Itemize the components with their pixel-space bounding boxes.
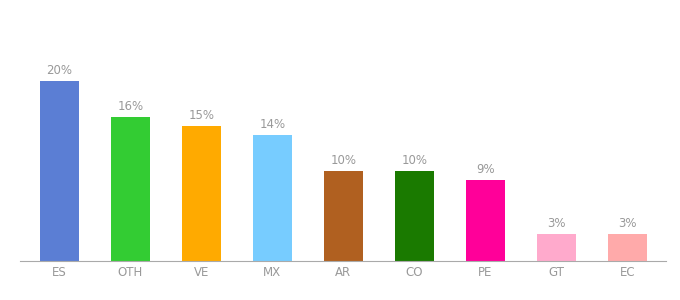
Bar bbox=[466, 180, 505, 261]
Bar bbox=[608, 234, 647, 261]
Text: 3%: 3% bbox=[618, 218, 636, 230]
Bar bbox=[253, 135, 292, 261]
Text: 10%: 10% bbox=[330, 154, 356, 167]
Text: 10%: 10% bbox=[401, 154, 428, 167]
Text: 14%: 14% bbox=[259, 118, 286, 131]
Bar bbox=[111, 117, 150, 261]
Bar bbox=[537, 234, 576, 261]
Text: 20%: 20% bbox=[46, 64, 73, 77]
Text: 3%: 3% bbox=[547, 218, 566, 230]
Bar bbox=[40, 81, 79, 261]
Text: 16%: 16% bbox=[118, 100, 143, 113]
Bar bbox=[324, 171, 363, 261]
Text: 9%: 9% bbox=[476, 164, 494, 176]
Bar bbox=[182, 126, 221, 261]
Bar bbox=[395, 171, 434, 261]
Text: 15%: 15% bbox=[188, 110, 214, 122]
